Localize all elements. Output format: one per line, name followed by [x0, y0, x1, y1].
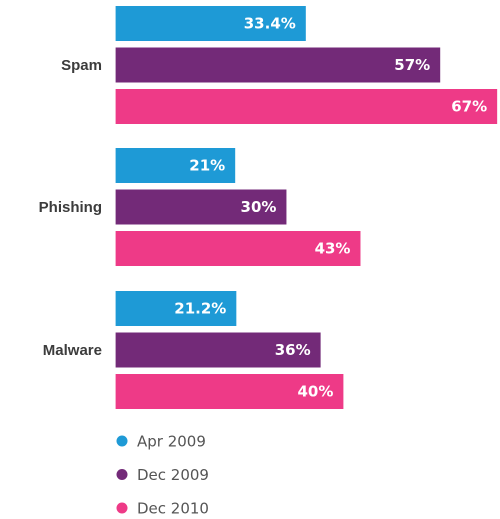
bar-malware-dec-2009 [115, 332, 321, 368]
value-label-phishing-dec-2010: 43% [315, 240, 351, 258]
category-label-malware: Malware [43, 342, 102, 359]
legend-swatch [116, 435, 128, 447]
legend-label: Dec 2010 [137, 500, 209, 518]
legend-label: Apr 2009 [137, 433, 206, 451]
category-label-spam: Spam [61, 57, 102, 74]
legend: Apr 2009 Dec 2009 Dec 2010 [116, 433, 209, 518]
value-label-malware-dec-2009: 36% [275, 341, 311, 359]
bar-malware-apr-2009 [115, 291, 237, 326]
legend-item-dec-2009: Dec 2009 [116, 466, 209, 484]
bar-spam-dec-2009 [115, 47, 441, 83]
bar-phishing-apr-2009 [115, 148, 236, 183]
value-label-spam-dec-2009: 57% [394, 56, 430, 74]
legend-swatch [116, 469, 128, 480]
bars-layer: 33.4% 57% 67% 21% 30% 43% 21.2% 36% 40% [115, 6, 498, 409]
legend-item-dec-2010: Dec 2010 [116, 500, 209, 518]
value-label-spam-apr-2009: 33.4% [244, 15, 296, 33]
value-label-spam-dec-2010: 67% [451, 98, 487, 116]
category-labels: Spam Phishing Malware [39, 57, 102, 359]
legend-label: Dec 2009 [137, 466, 209, 484]
value-label-phishing-apr-2009: 21% [189, 157, 225, 175]
value-label-malware-apr-2009: 21.2% [174, 300, 226, 318]
bar-malware-dec-2010 [115, 374, 344, 409]
bar-spam-dec-2010 [115, 89, 498, 124]
bar-phishing-dec-2009 [115, 189, 287, 225]
value-label-malware-dec-2010: 40% [297, 383, 333, 401]
legend-item-apr-2009: Apr 2009 [116, 433, 206, 451]
legend-swatch [116, 502, 128, 514]
category-label-phishing: Phishing [39, 199, 102, 216]
value-label-phishing-dec-2009: 30% [241, 198, 277, 216]
bar-phishing-dec-2010 [115, 231, 361, 266]
bar-spam-apr-2009 [115, 6, 306, 41]
